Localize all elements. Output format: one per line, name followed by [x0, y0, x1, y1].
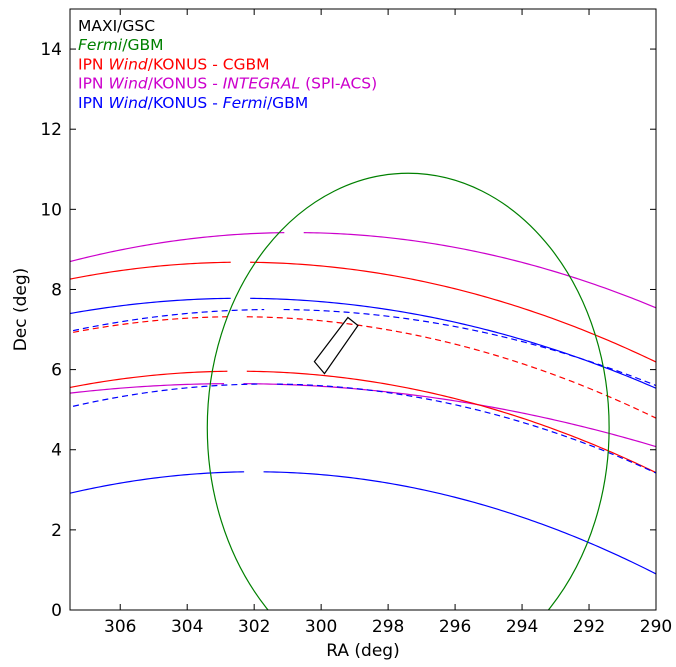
legend-text-part: Fermi	[78, 36, 123, 54]
legend-entry-maxi-gsc: MAXI/GSC	[78, 17, 155, 35]
x-tick-label: 290	[640, 617, 672, 637]
legend-entry-fermi-gbm: Fermi/GBM	[78, 36, 163, 54]
series-line	[70, 383, 258, 408]
series-line	[70, 261, 231, 280]
x-tick-label: 304	[171, 617, 203, 637]
legend-text-part: Wind	[108, 75, 147, 93]
y-tick-label: 8	[51, 280, 62, 300]
legend-text-part: Fermi	[223, 94, 268, 112]
legend-text-part: IPN	[78, 55, 108, 73]
series-line	[70, 383, 225, 394]
series-line	[70, 370, 228, 389]
legend-text-part: IPN	[78, 94, 108, 112]
series-line	[283, 308, 656, 387]
legend-text-part: /KONUS -	[148, 75, 223, 93]
x-axis-title: RA (deg)	[326, 641, 399, 661]
x-tick-label: 302	[238, 617, 270, 637]
legend-text-part: /KONUS - CGBM	[148, 55, 270, 73]
legend-entry-ipn-konus-cgbm: IPN Wind/KONUS - CGBM	[78, 55, 270, 73]
curves-layer	[70, 172, 656, 610]
y-tick-label: 4	[51, 441, 62, 461]
legend-entry-ipn-konus-fermi: IPN Wind/KONUS - Fermi/GBM	[78, 94, 308, 112]
series-line	[70, 471, 245, 494]
y-tick-label: 10	[40, 200, 62, 220]
series-line	[243, 383, 656, 448]
series-line	[70, 232, 285, 263]
series-line	[70, 316, 228, 334]
x-tick-label: 298	[372, 617, 404, 637]
maxi-layer	[313, 316, 359, 375]
legend-entry-ipn-konus-integral: IPN Wind/KONUS - INTEGRAL (SPI-ACS)	[78, 75, 377, 93]
y-tick-label: 6	[51, 361, 62, 381]
series-line	[246, 370, 656, 474]
maxi-gsc-region	[313, 316, 359, 375]
ticks-layer: 306 304 302 300 298 296 294 292 290 0 2 4 6 8 10 12 14	[40, 9, 672, 637]
series-line	[246, 316, 656, 419]
series-line	[263, 471, 656, 575]
series-line	[70, 308, 265, 332]
y-axis-title: Dec (deg)	[11, 268, 31, 352]
x-tick-label: 296	[439, 617, 471, 637]
fermi-gbm-ellipse	[206, 172, 610, 610]
legend-text-part: INTEGRAL	[223, 75, 300, 93]
x-tick-label: 306	[104, 617, 136, 637]
legend-text-part: Wind	[108, 94, 147, 112]
x-tick-label: 300	[305, 617, 337, 637]
legend-text-part: /GBM	[122, 36, 163, 54]
legend-text-part: IPN	[78, 75, 108, 93]
legend-text-part: /GBM	[267, 94, 308, 112]
series-line	[250, 261, 656, 363]
x-tick-label: 294	[506, 617, 538, 637]
series-line	[303, 232, 656, 309]
y-tick-label: 14	[40, 40, 62, 60]
plot-frame	[69, 8, 657, 611]
series-line	[70, 297, 231, 315]
legend-text-part: /KONUS -	[148, 94, 223, 112]
legend-text-part: Wind	[108, 55, 147, 73]
y-tick-label: 0	[51, 601, 62, 621]
y-tick-label: 2	[51, 521, 62, 541]
legend-text-part: MAXI/GSC	[78, 17, 155, 35]
x-tick-label: 292	[573, 617, 605, 637]
legend-text-part: (SPI-ACS)	[300, 75, 377, 93]
y-tick-label: 12	[40, 120, 62, 140]
series-line	[276, 383, 656, 474]
